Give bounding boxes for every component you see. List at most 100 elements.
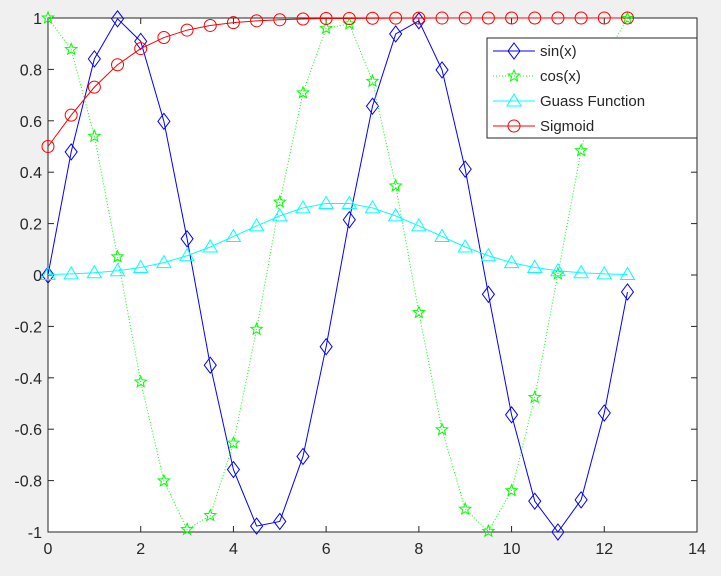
- series-line: [47, 17, 628, 533]
- data-point-triangle: [526, 259, 543, 274]
- data-point-diamond: [481, 285, 496, 304]
- data-point-triangle: [410, 217, 427, 232]
- data-point-pentagram: [203, 508, 218, 522]
- data-point-diamond: [180, 229, 194, 248]
- legend-entry: Guass Function: [493, 93, 645, 110]
- data-point-pentagram: [458, 501, 473, 516]
- data-point-triangle: [619, 266, 636, 280]
- data-point-pentagram: [365, 73, 380, 88]
- data-point-triangle: [179, 247, 195, 262]
- data-point-pentagram: [156, 473, 171, 487]
- y-tick-label: 1: [33, 11, 42, 28]
- data-point-diamond: [110, 9, 125, 28]
- data-point-circle: [250, 14, 264, 28]
- data-point-diamond: [296, 447, 310, 466]
- data-point-diamond: [620, 283, 635, 301]
- data-point-triangle: [550, 262, 566, 277]
- data-point-pentagram: [64, 42, 79, 56]
- y-tick-label: 0.8: [20, 62, 42, 79]
- data-point-circle: [319, 12, 333, 26]
- legend-label: cos(x): [540, 68, 581, 85]
- x-tick-label: 6: [322, 541, 331, 558]
- x-tick-label: 12: [595, 541, 613, 558]
- data-point-circle: [180, 23, 194, 37]
- data-point-diamond: [249, 517, 264, 535]
- data-point-pentagram: [434, 422, 449, 436]
- data-point-triangle: [318, 195, 335, 210]
- data-point-pentagram: [388, 178, 403, 192]
- legend-marker-triangle: [506, 93, 522, 107]
- data-point-diamond: [134, 32, 148, 51]
- data-point-circle: [366, 11, 379, 25]
- y-tick-label: 0.6: [20, 114, 42, 131]
- data-point-pentagram: [296, 85, 311, 99]
- data-point-triangle: [457, 238, 474, 253]
- data-point-triangle: [503, 254, 520, 269]
- data-point-circle: [481, 11, 495, 25]
- x-tick-label: 4: [229, 541, 238, 558]
- data-point-circle: [389, 11, 403, 25]
- data-point-circle: [620, 11, 634, 25]
- data-point-pentagram: [41, 10, 55, 25]
- x-tick-label: 14: [688, 541, 706, 558]
- data-point-diamond: [435, 61, 449, 79]
- legend-label: Guass Function: [540, 93, 645, 110]
- data-point-circle: [64, 108, 78, 122]
- data-point-triangle: [434, 228, 450, 242]
- legend-label: sin(x): [540, 43, 577, 60]
- y-tick-label: 0.2: [20, 217, 42, 234]
- y-tick-label: 0.4: [20, 165, 42, 182]
- data-point-circle: [134, 42, 148, 56]
- data-point-pentagram: [180, 522, 195, 536]
- data-point-pentagram: [481, 523, 496, 538]
- y-tick-label: -0.8: [14, 474, 42, 491]
- data-point-circle: [551, 11, 565, 25]
- data-point-pentagram: [620, 11, 635, 25]
- data-point-circle: [458, 11, 472, 25]
- data-point-diamond: [342, 210, 356, 229]
- legend-box: [486, 37, 698, 139]
- data-point-circle: [111, 58, 125, 72]
- y-tick-label: -0.6: [14, 422, 42, 439]
- data-point-circle: [528, 11, 542, 25]
- data-point-diamond: [551, 523, 565, 541]
- legend-marker-pentagram: [507, 68, 521, 83]
- data-point-circle: [203, 18, 217, 32]
- data-point-circle: [505, 11, 519, 25]
- y-tick-label: 0: [33, 268, 42, 285]
- data-point-pentagram: [226, 435, 241, 450]
- data-point-pentagram: [272, 194, 287, 209]
- data-point-triangle: [132, 259, 149, 274]
- data-point-diamond: [273, 512, 287, 531]
- data-point-pentagram: [249, 321, 264, 336]
- legend-entry: cos(x): [493, 68, 581, 85]
- data-point-circle: [597, 11, 611, 25]
- data-point-circle: [157, 31, 171, 45]
- y-tick-label: -0.4: [14, 371, 42, 388]
- data-point-diamond: [597, 404, 611, 422]
- data-point-triangle: [40, 266, 56, 280]
- data-point-diamond: [389, 25, 403, 43]
- data-point-diamond: [319, 337, 333, 356]
- data-point-triangle: [387, 207, 404, 222]
- legend-entry: sin(x): [493, 42, 577, 60]
- data-point-diamond: [458, 160, 472, 178]
- data-point-triangle: [596, 265, 613, 280]
- data-point-diamond: [157, 112, 171, 131]
- data-point-circle: [342, 12, 356, 26]
- data-point-pentagram: [574, 143, 589, 157]
- data-point-triangle: [271, 207, 288, 222]
- series-line: [47, 17, 628, 147]
- data-point-triangle: [225, 228, 242, 242]
- data-point-triangle: [480, 247, 497, 262]
- series-line: [47, 17, 628, 533]
- data-point-circle: [435, 11, 449, 25]
- data-point-pentagram: [133, 374, 148, 388]
- series-sigmoid: [41, 11, 634, 153]
- data-point-diamond: [528, 492, 542, 510]
- data-point-diamond: [226, 460, 241, 479]
- data-point-triangle: [573, 264, 589, 279]
- data-point-triangle: [63, 265, 80, 280]
